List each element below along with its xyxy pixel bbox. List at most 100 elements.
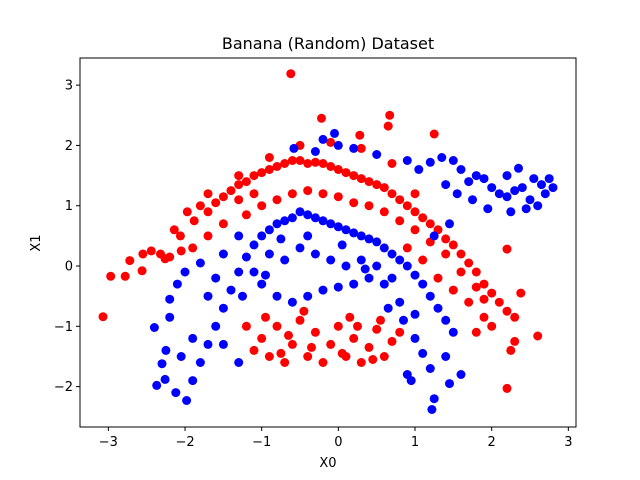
series-0-point-64 [533,331,543,341]
series-1-point-95 [448,156,458,165]
series-1-point-91 [402,156,412,165]
series-0-point-53 [441,234,451,244]
series-1-point-18 [226,285,236,295]
x-tick-label: 1 [411,435,419,450]
series-0-point-8 [120,271,130,281]
series-0-point-132 [276,348,286,358]
series-1-point-4 [152,380,162,390]
series-0-point-55 [456,249,466,259]
series-1-point-25 [280,216,290,226]
series-1-point-68 [218,339,228,349]
series-1-point-99 [479,174,489,184]
series-0-point-23 [211,198,221,208]
series-1-point-93 [425,157,435,167]
series-1-point-103 [510,186,520,196]
series-1-point-94 [437,153,447,162]
series-1-point-70 [188,333,198,343]
series-1-point-2 [171,388,181,398]
series-0-point-58 [479,279,489,289]
series-0-point-110 [272,321,282,331]
series-0-point-0 [286,69,296,79]
series-1-point-59 [272,291,282,301]
series-1-point-27 [295,207,305,217]
series-1-point-125 [276,234,286,244]
series-1-point-96 [456,165,466,174]
series-1-point-116 [441,180,451,190]
y-axis-label: X1 [29,234,44,251]
series-1-point-105 [525,195,535,205]
series-0-point-62 [510,312,520,322]
series-0-point-2 [317,113,326,123]
series-0-point-77 [303,186,313,196]
series-0-point-136 [284,330,293,340]
series-1-point-76 [356,255,366,265]
series-1-point-39 [387,249,397,259]
series-0-point-68 [502,244,512,254]
series-1 [149,128,558,414]
series-0-point-111 [280,358,290,367]
series-0-point-16 [169,225,179,235]
series-1-point-101 [494,189,504,199]
series-1-point-106 [533,201,543,211]
series-0-point-120 [349,333,359,343]
series-1-point-32 [333,222,343,232]
series-0-point-50 [418,213,428,223]
series-1-point-77 [280,255,290,265]
series-0-point-105 [234,171,244,181]
series-0-point-33 [287,156,297,165]
series-1-point-73 [310,249,320,259]
series-1-point-66 [379,279,389,289]
series-1-point-87 [330,128,339,138]
series-0-point-123 [372,324,382,334]
series-1-point-126 [238,291,247,301]
series-0-point-115 [310,327,320,337]
series-0-point-106 [203,189,213,199]
series-0-point-6 [98,312,108,322]
series-0-point-67 [510,336,520,346]
series-0-point-95 [433,273,443,283]
series-1-point-45 [433,303,443,313]
series-0-point-17 [175,231,185,241]
series-1-point-26 [287,213,297,223]
series-1-point-7 [161,345,171,355]
series-1-point-12 [180,267,190,277]
series-1-point-127 [261,270,270,280]
series-0-point-81 [364,201,374,211]
series-1-point-108 [544,174,554,184]
series-1-point-38 [379,243,389,253]
series-0-point-36 [310,157,320,167]
series-1-point-79 [249,267,259,277]
series-1-point-112 [529,174,539,184]
series-0-point-94 [418,255,428,265]
y-tick-label: 0 [65,260,73,275]
series-1-point-97 [464,177,474,187]
series-1-point-69 [234,358,244,367]
series-0-point-131 [395,327,405,337]
series-0-point-10 [137,266,147,276]
series-1-point-92 [414,165,424,174]
series-1-point-60 [287,297,297,307]
series-0-point-54 [448,240,458,250]
series-0-point-83 [395,216,405,226]
series-0-point-70 [471,327,481,337]
series-1-point-36 [364,234,374,244]
series-1-point-10 [165,294,175,304]
series-1-point-117 [468,195,477,205]
series-0-point-80 [349,198,359,208]
series-0-point-12 [146,246,156,256]
series-0-point-130 [376,315,385,325]
series-0-point-137 [353,321,362,331]
series-1-point-41 [402,261,412,271]
series-0-point-18 [176,246,186,256]
series-0-point-38 [326,162,336,171]
series-0-point-124 [379,352,389,361]
series-0-point-84 [410,225,420,235]
series-0 [98,69,543,393]
series-1-point-24 [272,219,282,229]
series-0-point-28 [249,171,259,181]
x-tick-label: 0 [334,435,342,450]
series-0-point-7 [106,271,116,281]
series-0-point-101 [326,137,336,147]
series-0-point-61 [502,306,512,316]
